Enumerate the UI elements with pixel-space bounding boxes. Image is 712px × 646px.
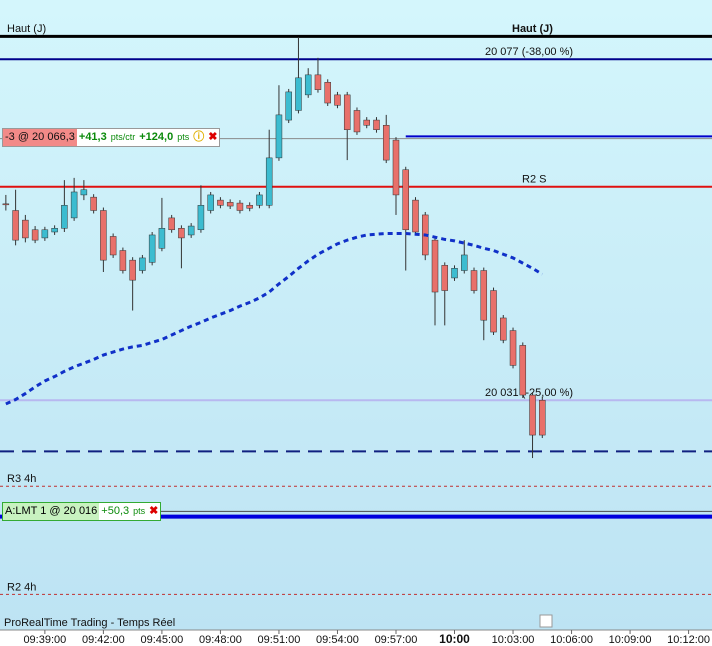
candle-body xyxy=(41,229,49,239)
candle-body xyxy=(441,265,449,291)
candle-body xyxy=(324,82,331,104)
position-total: +124,0 xyxy=(139,131,174,143)
level-label: 20 077 (-38,00 %) xyxy=(485,46,573,58)
candle-body xyxy=(226,202,234,207)
x-tick-label: 10:06:00 xyxy=(550,634,593,646)
level-label: 20 031 (-25,00 %) xyxy=(485,387,573,399)
candle-body xyxy=(314,74,322,90)
candle-body xyxy=(461,254,468,271)
candle-body xyxy=(256,194,263,206)
candle-body xyxy=(392,139,400,196)
candle-body xyxy=(129,259,136,281)
candle-body xyxy=(236,202,244,211)
position-text: -3 @ 20 066,3 xyxy=(3,129,77,146)
candle-body xyxy=(168,217,175,231)
plot-background xyxy=(0,0,712,630)
x-tick-label: 10:12:00 xyxy=(667,634,710,646)
position-box[interactable]: -3 @ 20 066,3 +41,3 pts/ctr +124,0 pts ⓘ… xyxy=(2,128,221,147)
position-gain-unit: pts/ctr xyxy=(110,132,136,142)
x-tick-label: 09:51:00 xyxy=(258,634,301,646)
x-tick-label: 09:42:00 xyxy=(82,634,125,646)
order-gain: +50,3 xyxy=(101,505,130,517)
candle-body xyxy=(451,268,458,279)
candle-body xyxy=(109,236,117,256)
candle-body xyxy=(51,228,58,233)
candle-body xyxy=(217,199,224,206)
candle-body xyxy=(139,257,146,271)
candle-body xyxy=(412,199,419,233)
candle-body xyxy=(295,77,302,111)
x-tick-label: 09:45:00 xyxy=(140,634,183,646)
x-tick-label: 10:09:00 xyxy=(609,634,652,646)
x-tick-label: 10:03:00 xyxy=(492,634,535,646)
candle-body xyxy=(334,94,341,106)
candle-body xyxy=(22,219,29,239)
candle-body xyxy=(382,125,390,161)
candle-body xyxy=(178,228,185,239)
candle-body xyxy=(363,119,370,126)
candle-body xyxy=(246,205,253,209)
candle-body xyxy=(90,196,97,211)
moving-average xyxy=(5,231,544,406)
order-gain-unit: pts xyxy=(133,506,146,516)
candle-body xyxy=(2,203,10,206)
candle-body xyxy=(500,317,507,341)
info-button[interactable]: ⓘ xyxy=(193,131,205,143)
candle-body xyxy=(275,114,283,159)
close-button[interactable]: ✖ xyxy=(149,505,159,517)
candle-body xyxy=(402,169,409,231)
candle-body xyxy=(31,229,39,241)
candle-body xyxy=(509,330,517,366)
candle-body xyxy=(265,157,273,206)
level-label: R2 4h xyxy=(7,581,36,593)
x-tick-label: 09:54:00 xyxy=(316,634,359,646)
candle-body xyxy=(187,225,195,236)
position-gain: +41,3 xyxy=(78,131,107,143)
candle-body xyxy=(80,189,88,196)
candle-body xyxy=(519,345,527,396)
position-total-unit: pts xyxy=(177,132,190,142)
candle-body xyxy=(470,270,478,291)
candle-body xyxy=(480,270,488,321)
candle-body xyxy=(100,210,107,261)
candle-body xyxy=(529,394,536,436)
order-box[interactable]: A:LMT 1 @ 20 016 +50,3 pts ✖ xyxy=(2,502,162,521)
candle-body xyxy=(285,91,292,121)
candle-body xyxy=(343,94,351,130)
candle-body xyxy=(373,119,380,130)
footer: ProRealTime Trading - Temps Réel xyxy=(4,617,175,629)
level-label: R2 S xyxy=(522,174,546,186)
candle-body xyxy=(119,250,127,271)
close-button[interactable]: ✖ xyxy=(208,131,218,143)
candle-body xyxy=(207,194,214,211)
candle-body xyxy=(353,110,361,133)
x-tick-label: 09:48:00 xyxy=(199,634,242,646)
x-tick-label: 09:39:00 xyxy=(23,634,66,646)
candle-body xyxy=(148,234,156,263)
info-icon[interactable] xyxy=(539,614,553,628)
candle-body xyxy=(431,239,439,293)
candle-body xyxy=(197,205,205,231)
candle-body xyxy=(61,205,68,229)
candle-body xyxy=(304,74,312,96)
x-tick-label: 10:00 xyxy=(439,632,470,646)
level-label: R3 4h xyxy=(7,473,36,485)
candle-body xyxy=(490,290,497,333)
x-tick-label: 09:57:00 xyxy=(375,634,418,646)
candle-body xyxy=(70,191,78,219)
candle-body xyxy=(158,228,166,249)
header-left: Haut (J) xyxy=(7,23,46,35)
candle-body xyxy=(539,399,546,436)
order-text: A:LMT 1 @ 20 016 xyxy=(3,503,100,520)
header-right: Haut (J) xyxy=(512,23,553,35)
candle-body xyxy=(12,210,19,241)
